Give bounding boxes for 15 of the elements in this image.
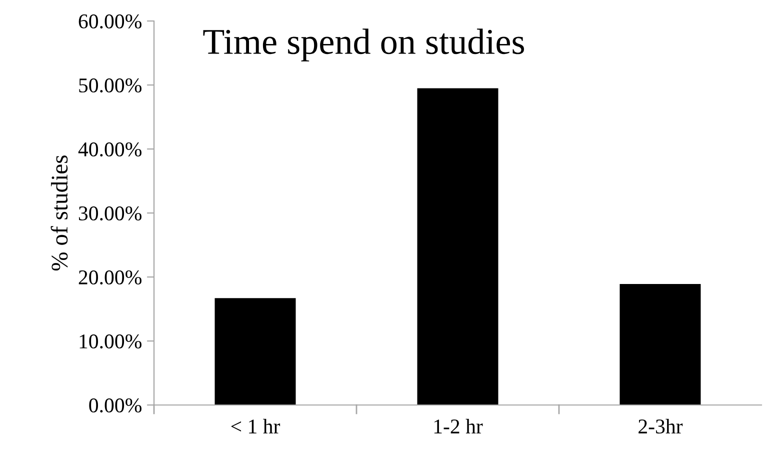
y-tick-label: 20.00% — [78, 270, 142, 285]
y-tick-label: 0.00% — [89, 398, 142, 413]
bar — [417, 88, 498, 405]
x-tick-label: < 1 hr — [231, 418, 280, 434]
y-axis-title: % of studies — [50, 155, 68, 271]
y-tick-label: 50.00% — [79, 78, 142, 93]
x-tick-label: 2-3hr — [638, 418, 683, 434]
bar — [214, 298, 296, 405]
bar — [620, 284, 701, 405]
y-tick-label: 40.00% — [78, 142, 142, 157]
x-tick-label: 1-2 hr — [434, 418, 483, 434]
y-tick-label: 60.00% — [78, 14, 142, 29]
y-tick-label: 30.00% — [78, 206, 142, 221]
chart-title: Time spend on studies — [203, 28, 524, 62]
y-tick-label: 10.00% — [80, 334, 142, 349]
